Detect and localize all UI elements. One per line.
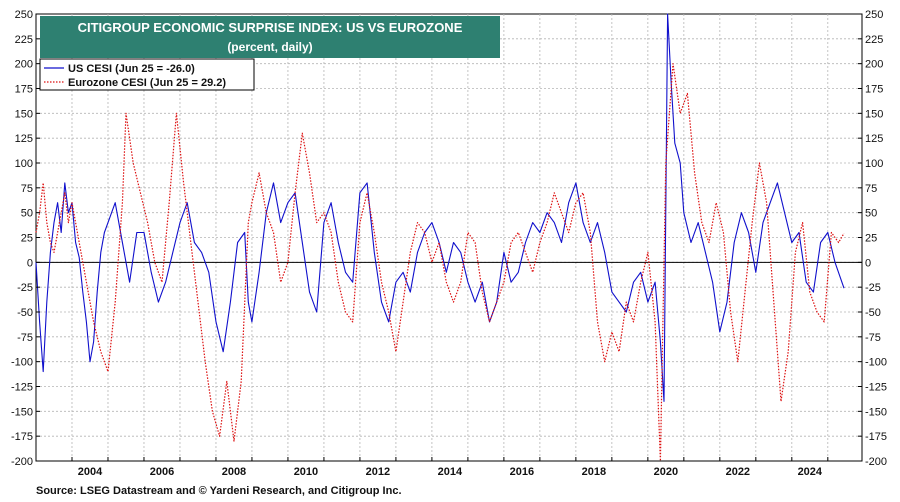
y-tick-label: 175 — [15, 84, 33, 96]
x-tick-label: 2022 — [726, 466, 750, 478]
y-tick-label: 200 — [15, 59, 33, 71]
x-tick-label: 2016 — [510, 466, 534, 478]
x-tick-label: 2004 — [78, 466, 103, 478]
x-tick-label: 2008 — [222, 466, 246, 478]
x-axis: 2004 2006 2008 2010 2012 2014 2016 2018 2020 2022… — [71, 457, 829, 478]
y-tick-label-right: -150 — [865, 406, 887, 418]
y-tick-label-right: -200 — [865, 456, 887, 468]
y-tick-label-right: 50 — [865, 208, 877, 220]
x-tick-label: 2010 — [294, 466, 318, 478]
y-tick-label-right: -175 — [865, 431, 887, 443]
legend: US CESI (Jun 25 = -26.0) Eurozone CESI (… — [39, 58, 255, 91]
legend-label-eurozone: Eurozone CESI (Jun 25 = 29.2) — [68, 77, 226, 89]
chart-subtitle: (percent, daily) — [227, 40, 312, 54]
x-tick-label: 2018 — [582, 466, 606, 478]
y-axis-left: 2502252001751501251007550250-25-50-75-10… — [11, 9, 40, 468]
y-tick-label: -125 — [11, 382, 33, 394]
y-axis-right: 2502252001751501251007550250-25-50-75-10… — [858, 9, 887, 468]
y-tick-label: 75 — [21, 183, 33, 195]
legend-label-us: US CESI (Jun 25 = -26.0) — [68, 63, 195, 75]
y-tick-label: -50 — [17, 307, 33, 319]
y-tick-label: 100 — [15, 158, 33, 170]
y-tick-label-right: 25 — [865, 233, 877, 245]
series-line-us — [35, 13, 845, 402]
series-line-eurozone — [35, 63, 845, 462]
y-tick-label-right: -125 — [865, 382, 887, 394]
y-tick-label: 25 — [21, 233, 33, 245]
y-tick-label: 0 — [27, 257, 33, 269]
y-tick-label-right: 175 — [865, 84, 883, 96]
y-tick-label-right: -25 — [865, 282, 881, 294]
y-tick-label: 250 — [15, 9, 33, 21]
y-tick-label-right: 0 — [865, 257, 871, 269]
y-tick-label: -25 — [17, 282, 33, 294]
x-tick-label: 2014 — [438, 466, 463, 478]
x-tick-label: 2020 — [654, 466, 678, 478]
y-tick-label-right: -100 — [865, 357, 887, 369]
y-tick-label-right: 250 — [865, 9, 883, 21]
y-tick-label: -75 — [17, 332, 33, 344]
series-group — [35, 13, 845, 462]
x-tick-label: 2012 — [366, 466, 390, 478]
y-tick-label-right: 100 — [865, 158, 883, 170]
y-tick-label: 50 — [21, 208, 33, 220]
y-tick-label-right: -75 — [865, 332, 881, 344]
y-tick-label-right: 125 — [865, 133, 883, 145]
y-tick-label: -150 — [11, 406, 33, 418]
y-tick-label: 150 — [15, 108, 33, 120]
y-tick-label-right: 150 — [865, 108, 883, 120]
y-tick-label-right: 200 — [865, 59, 883, 71]
y-tick-label: 125 — [15, 133, 33, 145]
y-tick-label: -100 — [11, 357, 33, 369]
y-tick-label: 225 — [15, 34, 33, 46]
y-tick-label-right: -50 — [865, 307, 881, 319]
x-tick-label: 2006 — [150, 466, 174, 478]
y-tick-label: -200 — [11, 456, 33, 468]
y-tick-label-right: 225 — [865, 34, 883, 46]
title-box: CITIGROUP ECONOMIC SURPRISE INDEX: US VS… — [40, 16, 500, 58]
x-tick-label: 2024 — [798, 466, 823, 478]
y-tick-label: -175 — [11, 431, 33, 443]
source-note: Source: LSEG Datastream and © Yardeni Re… — [36, 485, 402, 497]
legend-box — [39, 58, 255, 91]
chart-title: CITIGROUP ECONOMIC SURPRISE INDEX: US VS… — [78, 20, 463, 35]
y-tick-label-right: 75 — [865, 183, 877, 195]
